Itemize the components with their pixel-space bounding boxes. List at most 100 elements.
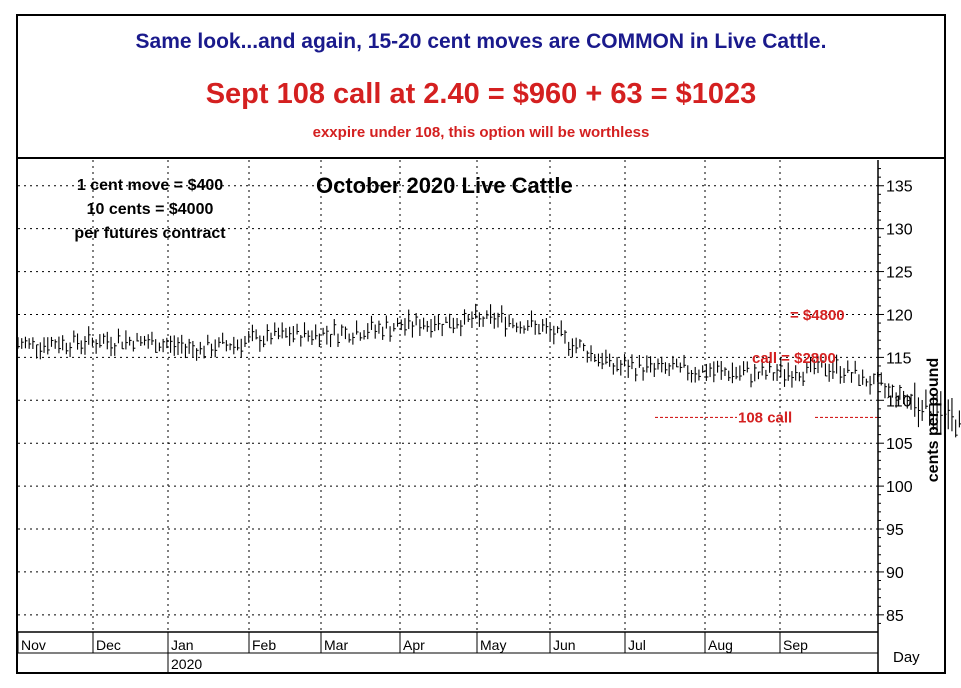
price-bar [80, 340, 84, 355]
price-bar [39, 342, 43, 360]
price-bar [769, 360, 772, 373]
price-bar [129, 336, 132, 346]
price-bar [259, 335, 262, 352]
price-bar [493, 312, 497, 329]
price-bar [951, 398, 954, 432]
price-bar [132, 340, 136, 352]
price-bar [858, 374, 861, 386]
price-bar [817, 356, 820, 374]
price-bar [720, 361, 724, 380]
price-bar [151, 331, 154, 345]
price-bar [177, 337, 180, 355]
price-bar [512, 318, 515, 329]
price-bar [121, 341, 125, 350]
price-bar [408, 309, 411, 330]
price-bar [467, 314, 471, 322]
price-bar [244, 335, 247, 347]
price-bar [490, 304, 493, 324]
y-tick-label: 90 [886, 565, 904, 582]
y-tick-label: 135 [886, 179, 913, 196]
price-bar [43, 337, 47, 353]
price-bar [415, 313, 419, 326]
price-bar [716, 360, 720, 373]
y-tick-label: 125 [886, 265, 913, 282]
price-bar [389, 326, 393, 342]
price-bar [664, 362, 668, 374]
price-bar [162, 338, 166, 353]
price-bar [382, 326, 385, 340]
price-bar [806, 361, 809, 374]
price-bar [17, 337, 20, 349]
price-bar [24, 336, 28, 349]
price-bar [236, 339, 240, 351]
price-bar [356, 320, 359, 335]
price-bar [832, 360, 835, 379]
price-bar [344, 326, 348, 340]
price-bar [895, 392, 899, 408]
price-bar [750, 373, 754, 388]
target-futures-label: = $4800 [790, 307, 845, 324]
price-bar [821, 360, 824, 368]
price-bar [28, 338, 32, 349]
price-bar [155, 339, 158, 353]
price-bar [501, 305, 504, 323]
price-bar [274, 322, 277, 336]
price-bar [370, 315, 374, 330]
price-bar [914, 382, 917, 417]
price-bar [932, 394, 936, 431]
price-bar [527, 320, 530, 331]
price-bar [270, 332, 274, 345]
price-bar [478, 312, 482, 327]
note-line: 1 cent move = $400 [77, 177, 223, 194]
price-bar [88, 326, 91, 345]
price-bar [184, 343, 188, 359]
y-tick-label: 100 [886, 479, 913, 496]
price-bar [73, 330, 76, 343]
price-bars [17, 303, 961, 438]
price-bar [225, 340, 229, 352]
price-bar [530, 310, 534, 328]
price-bar [437, 314, 441, 331]
price-bar [497, 312, 500, 328]
price-bar [631, 354, 634, 370]
price-bar [452, 317, 456, 334]
price-bar [847, 360, 850, 374]
price-bar [65, 342, 69, 355]
price-bar [746, 361, 750, 373]
price-bar [482, 316, 486, 327]
option-offer: Sept 108 call at 2.40 = $960 + 63 = $102… [205, 78, 757, 110]
price-bar [445, 316, 448, 324]
price-bar [936, 394, 940, 433]
price-bar [114, 343, 117, 356]
price-bar [463, 309, 467, 325]
header-panel: Same look...and again, 15-20 cent moves … [16, 14, 946, 158]
price-bar [757, 371, 761, 380]
price-bar [638, 355, 642, 368]
y-tick-label: 110 [886, 393, 912, 410]
price-bar [203, 345, 207, 359]
price-bar [586, 350, 590, 363]
price-bar [471, 311, 474, 329]
price-bar [315, 324, 318, 340]
y-axis-label: cents per pound [925, 358, 942, 482]
price-bar [772, 372, 776, 381]
price-bar [910, 393, 914, 410]
price-bar [292, 325, 296, 343]
note-line: 10 cents = $4000 [87, 201, 214, 218]
price-bar [713, 361, 716, 383]
price-bar [653, 362, 657, 377]
price-bar [430, 319, 434, 338]
price-bar [743, 361, 746, 376]
price-bar [54, 339, 58, 349]
x-month-label: Apr [403, 637, 425, 653]
x-month-label: Nov [21, 637, 46, 653]
price-bar [940, 391, 943, 434]
price-bar [170, 335, 173, 353]
price-bar [955, 419, 958, 438]
price-bar [326, 325, 329, 345]
price-bar [508, 314, 512, 327]
price-bar [891, 384, 895, 398]
price-bar [549, 322, 553, 342]
chart-text: 85 90 95 100 105 110 115 120 125 130 135 Nov Dec Jan F… [21, 173, 942, 672]
